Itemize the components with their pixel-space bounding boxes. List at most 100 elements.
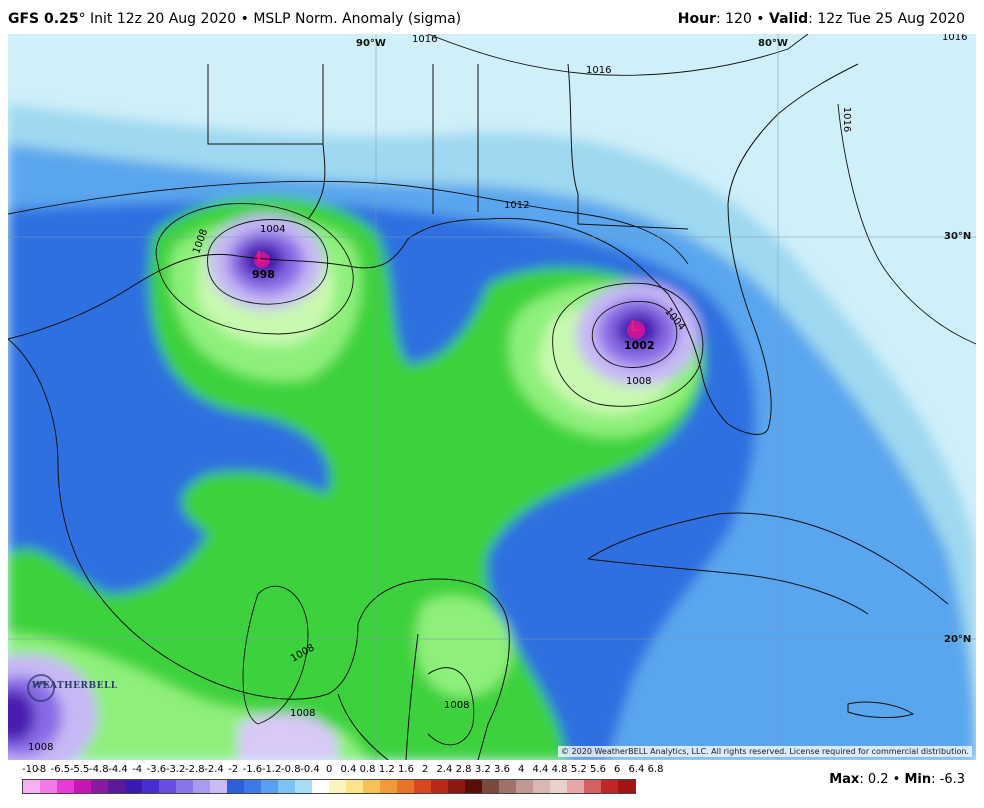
logo-swirl-icon [27, 674, 55, 702]
legend-tick-label: 3.6 [494, 764, 510, 775]
legend-swatch [448, 780, 465, 793]
legend-tick-label: -1.6 [242, 764, 263, 775]
legend-swatch [465, 780, 482, 793]
state-borders [207, 63, 689, 230]
legend-tick-label: -0.8 [281, 764, 301, 775]
jamaica-coast [847, 701, 915, 719]
legend-tick-label: -2 [228, 764, 239, 775]
isobar-label-1012: 1012 [504, 200, 530, 211]
coastlines [8, 63, 949, 760]
isobar-1008-yucatan [427, 667, 475, 746]
isobar-1016-north [427, 34, 809, 76]
isobar-1008-south [242, 585, 309, 725]
logo-text: WEATHERBELL [32, 681, 118, 691]
legend-tick-label: -8 [36, 764, 47, 775]
isobar-label-1016-c: 1016 [942, 34, 968, 43]
legend-swatch [74, 780, 91, 793]
legend-swatch [23, 780, 40, 793]
legend-swatch [363, 780, 380, 793]
legend-tick-label: 6.4 [628, 764, 645, 775]
legend-tick-label: 2 [422, 764, 429, 775]
legend-swatch [431, 780, 448, 793]
degree-mark: ° [78, 11, 86, 27]
legend-swatch [380, 780, 397, 793]
legend-tick-label: -3.2 [165, 764, 186, 775]
legend-tick-label: -0.4 [300, 764, 320, 775]
legend-swatch [329, 780, 346, 793]
isobar-label-1016-a: 1016 [412, 34, 438, 45]
valid-label: Valid [769, 11, 809, 27]
legend-tick-label: 0.8 [359, 764, 376, 775]
lat-label-20n: 20°N [944, 634, 972, 645]
init-time: Init 12z 20 Aug 2020 [85, 11, 237, 27]
max-label: Max [829, 772, 860, 787]
anomaly-map: 90°W 80°W 30°N 20°N 1016 1016 1016 1016 … [8, 34, 976, 760]
legend-tick-label: 2.4 [436, 764, 453, 775]
legend-tick-label: 1.6 [398, 764, 414, 775]
weatherbell-logo: WEATHERBELL [18, 669, 117, 709]
header-bar: GFS 0.25° Init 12z 20 Aug 2020 • MSLP No… [0, 0, 984, 34]
legend-tick-label: 0 [326, 764, 333, 775]
legend-tick-label: -6.5 [50, 764, 71, 775]
legend-color-bar [22, 779, 636, 794]
hour-value: : 120 [715, 11, 752, 27]
legend-tick-label: -2.4 [204, 764, 224, 775]
legend-swatch [108, 780, 125, 793]
isobar-label-1008-central: 1008 [290, 708, 316, 719]
legend-swatch [312, 780, 329, 793]
legend-tick-label: -5.5 [69, 764, 90, 775]
legend-swatch [244, 780, 261, 793]
legend-swatch [499, 780, 516, 793]
isobars [8, 34, 976, 746]
max-min-stats: Max: 0.2 • Min: -6.3 [829, 772, 965, 787]
anomaly-pale-purple-south [238, 713, 338, 760]
legend-swatch [227, 780, 244, 793]
min-value: : -6.3 [931, 772, 965, 787]
low-sw-deep [8, 690, 35, 742]
legend-tick-label: -1.2 [261, 764, 282, 775]
lat-label-30n: 30°N [944, 231, 972, 242]
header-separator: • [236, 11, 254, 27]
isobar-1016-east [837, 103, 976, 345]
legend-swatch [567, 780, 584, 793]
low-west-core [254, 252, 270, 268]
mexico-coast [8, 338, 510, 760]
legend-tick-label: -4.8 [89, 764, 109, 775]
legend-tick-label: -4 [132, 764, 143, 775]
legend-tick-label: -2.8 [185, 764, 205, 775]
header-separator-2: • [751, 11, 770, 27]
legend-swatch [533, 780, 550, 793]
legend-swatch [397, 780, 414, 793]
legend-tick-label: -3.6 [146, 764, 167, 775]
product-name: MSLP Norm. Anomaly (sigma) [253, 11, 462, 27]
legend-swatch [142, 780, 159, 793]
low-symbol-east: L [630, 317, 640, 335]
legend-tick-label: 5.2 [570, 764, 587, 775]
legend-swatch [210, 780, 227, 793]
legend-swatch [125, 780, 142, 793]
legend-swatch [261, 780, 278, 793]
isobar-label-1008-east: 1008 [626, 376, 652, 387]
stats-separator: • [888, 772, 905, 787]
legend-swatch [516, 780, 533, 793]
legend-swatch [601, 780, 618, 793]
isobar-1012 [8, 180, 689, 265]
legend-swatch [618, 780, 635, 793]
valid-value: : 12z Tue 25 Aug 2020 [808, 11, 965, 27]
map-canvas [8, 34, 976, 760]
legend-swatch [550, 780, 567, 793]
legend-swatch [346, 780, 363, 793]
isobar-1008-west [155, 203, 354, 335]
isobar-1004-west [207, 219, 329, 305]
isobar-label-1008-yucatan: 1008 [444, 700, 470, 711]
model-name: GFS 0.25 [8, 11, 79, 27]
legend-swatch [159, 780, 176, 793]
legend-tick-label: 3.2 [474, 764, 491, 775]
color-scale-legend: -10 -8 -6.5 -5.5 -4.8 -4.4 -4 -3.6 -3.2 -2.8 -2.4-… [22, 760, 712, 800]
legend-tick-label: 4 [518, 764, 525, 775]
hour-label: Hour [677, 11, 716, 27]
legend-tick-label: -4.4 [108, 764, 128, 775]
isobar-label-1016-b: 1016 [586, 65, 612, 76]
legend-tick-label: 4.8 [551, 764, 568, 775]
legend-swatch [57, 780, 74, 793]
